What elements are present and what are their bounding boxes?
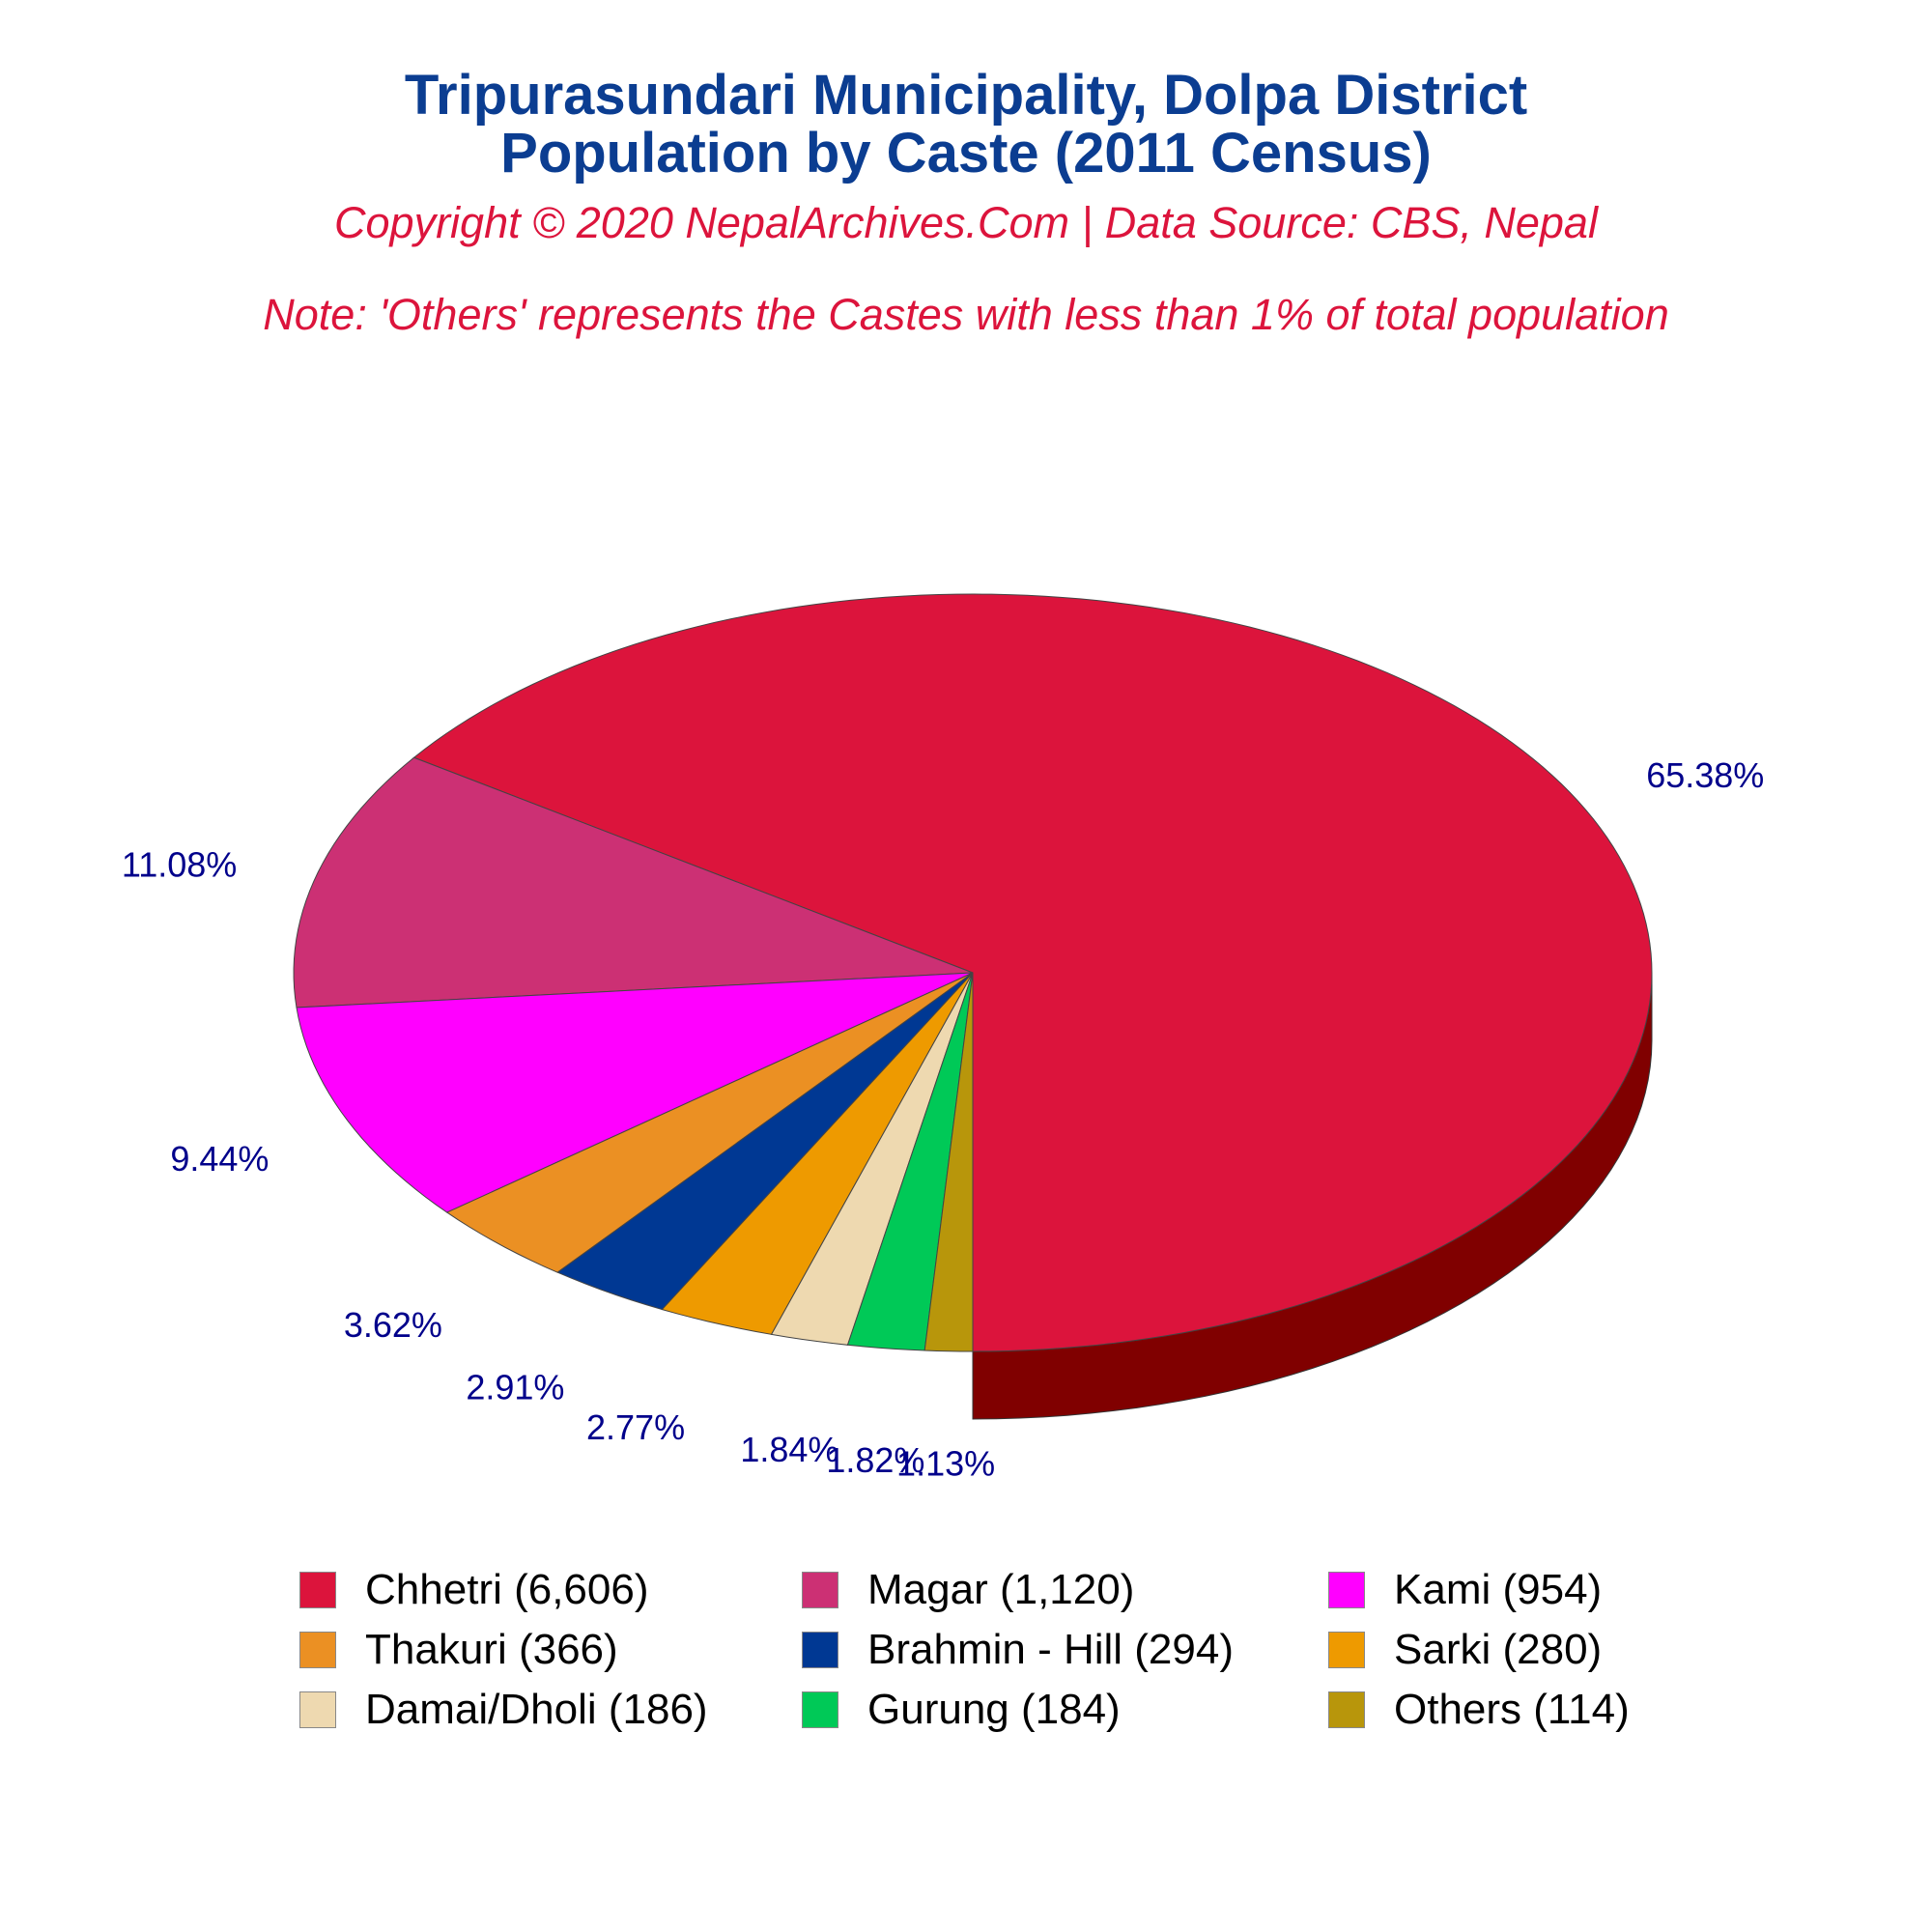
pie-slice-6 bbox=[770, 972, 974, 1346]
pie-slice-4 bbox=[556, 972, 974, 1311]
pie-slice-7 bbox=[846, 972, 974, 1351]
legend-swatch bbox=[299, 1572, 336, 1608]
legend-item: Chhetri (6,606) bbox=[299, 1563, 802, 1617]
legend-item: Damai/Dholi (186) bbox=[299, 1683, 802, 1737]
legend-item: Kami (954) bbox=[1328, 1563, 1734, 1617]
legend-item: Gurung (184) bbox=[802, 1683, 1328, 1737]
note-text: Note: 'Others' represents the Castes wit… bbox=[263, 290, 1669, 339]
pie-percent-label-7: 1.82% bbox=[826, 1440, 924, 1480]
pie-percent-label-3: 3.62% bbox=[344, 1305, 442, 1345]
legend-swatch bbox=[1328, 1572, 1365, 1608]
pie-slice-0 bbox=[412, 593, 1653, 1352]
legend-item: Sarki (280) bbox=[1328, 1623, 1734, 1677]
pie-percent-label-0: 65.38% bbox=[1646, 755, 1764, 795]
pie-percent-label-4: 2.91% bbox=[466, 1368, 564, 1407]
legend-label: Thakuri (366) bbox=[365, 1626, 618, 1673]
legend-item: Thakuri (366) bbox=[299, 1623, 802, 1677]
legend-label: Others (114) bbox=[1394, 1686, 1630, 1733]
pie-percent-label-2: 9.44% bbox=[170, 1139, 269, 1179]
pie-percent-label-8: 1.13% bbox=[896, 1444, 995, 1484]
legend-label: Gurung (184) bbox=[867, 1686, 1121, 1733]
legend-label: Chhetri (6,606) bbox=[365, 1566, 649, 1613]
chart-title-line2: Population by Caste (2011 Census) bbox=[500, 122, 1432, 185]
legend-label: Brahmin - Hill (294) bbox=[867, 1626, 1234, 1673]
legend-label: Magar (1,120) bbox=[867, 1566, 1135, 1613]
legend-label: Kami (954) bbox=[1394, 1566, 1603, 1613]
chart-legend: Chhetri (6,606) Magar (1,120) Kami (954) Th… bbox=[299, 1563, 1734, 1737]
pie-percent-label-5: 2.77% bbox=[586, 1407, 685, 1447]
legend-item: Brahmin - Hill (294) bbox=[802, 1623, 1328, 1677]
legend-label: Damai/Dholi (186) bbox=[365, 1686, 708, 1733]
legend-swatch bbox=[1328, 1691, 1365, 1728]
pie-slice-1 bbox=[293, 756, 974, 1009]
pie-slice-2 bbox=[296, 972, 974, 1213]
legend-item: Others (114) bbox=[1328, 1683, 1734, 1737]
pie-percent-label-6: 1.84% bbox=[740, 1430, 838, 1469]
legend-swatch bbox=[1328, 1632, 1365, 1668]
chart-title-line1: Tripurasundari Municipality, Dolpa Distr… bbox=[404, 64, 1528, 127]
copyright-text: Copyright © 2020 NepalArchives.Com | Dat… bbox=[334, 198, 1598, 247]
legend-swatch bbox=[802, 1691, 838, 1728]
pie-percent-label-1: 11.08% bbox=[122, 845, 237, 885]
legend-item: Magar (1,120) bbox=[802, 1563, 1328, 1617]
legend-label: Sarki (280) bbox=[1394, 1626, 1603, 1673]
legend-swatch bbox=[802, 1572, 838, 1608]
legend-swatch bbox=[802, 1632, 838, 1668]
pie-slice-3 bbox=[445, 972, 974, 1273]
legend-swatch bbox=[299, 1632, 336, 1668]
pie-slice-5 bbox=[661, 972, 974, 1335]
pie-slice-8 bbox=[923, 972, 974, 1352]
legend-swatch bbox=[299, 1691, 336, 1728]
